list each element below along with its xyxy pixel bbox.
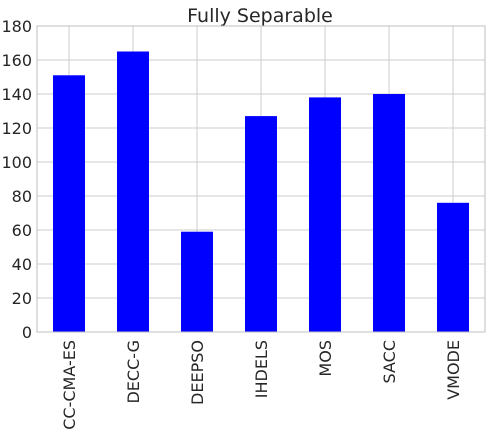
x-tick-label: DECC-G xyxy=(124,340,143,404)
x-axis-tick-labels: CC-CMA-ES DECC-G DEEPSO IHDELS MOS SACC VMODE xyxy=(60,340,463,430)
x-tick-label: SACC xyxy=(380,340,399,383)
x-tick-label: VMODE xyxy=(444,340,463,400)
bar-vmode xyxy=(437,202,469,332)
x-tick-label: IHDELS xyxy=(252,340,271,398)
y-tick-label: 180 xyxy=(1,17,32,36)
plot-area-frame xyxy=(36,25,486,333)
bar-sacc xyxy=(373,94,405,332)
y-tick-label: 20 xyxy=(12,289,32,308)
bar-decc-g xyxy=(117,51,149,332)
bar-mos xyxy=(309,97,341,333)
y-tick-label: 80 xyxy=(12,187,32,206)
x-tick-label: DEEPSO xyxy=(188,340,207,405)
y-tick-label: 40 xyxy=(12,255,32,274)
bars xyxy=(53,51,469,333)
x-tick-label: MOS xyxy=(316,340,335,377)
y-tick-label: 0 xyxy=(22,323,32,342)
y-tick-label: 120 xyxy=(1,119,32,138)
y-axis-tick-labels: 0 20 40 60 80 100 120 140 160 180 xyxy=(1,17,32,342)
bar-deepso xyxy=(181,231,213,332)
y-tick-label: 100 xyxy=(1,153,32,172)
x-tick-label: CC-CMA-ES xyxy=(60,340,79,430)
bar-cc-cma-es xyxy=(53,75,85,333)
bar-ihdels xyxy=(245,116,277,332)
y-tick-label: 160 xyxy=(1,51,32,70)
y-tick-label: 140 xyxy=(1,85,32,104)
y-tick-label: 60 xyxy=(12,221,32,240)
chart-title: Fully Separable xyxy=(187,5,333,27)
